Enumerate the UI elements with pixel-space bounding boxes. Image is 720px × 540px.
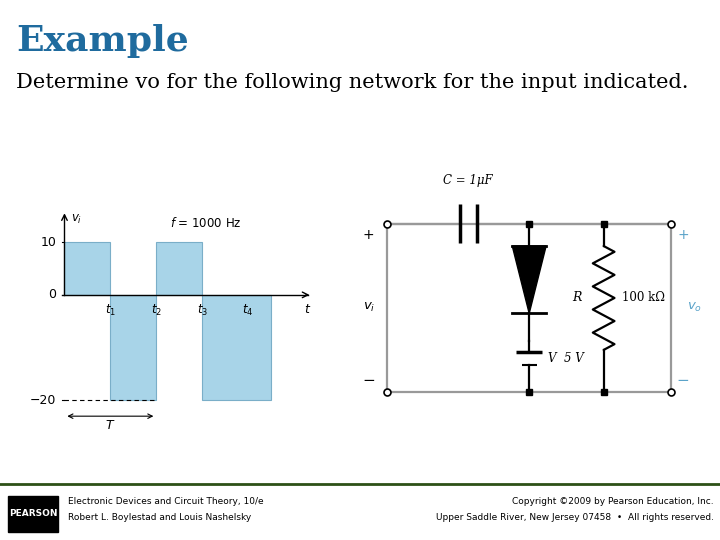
- Text: V  5 V: V 5 V: [548, 352, 584, 365]
- Text: $t_1$: $t_1$: [105, 303, 116, 318]
- Text: 10: 10: [40, 235, 56, 248]
- Text: −: −: [677, 373, 690, 388]
- Text: $v_i$: $v_i$: [364, 301, 376, 314]
- Text: +: +: [363, 228, 374, 242]
- Text: $f$ = 1000 Hz: $f$ = 1000 Hz: [170, 216, 242, 229]
- Text: Determine vo for the following network for the input indicated.: Determine vo for the following network f…: [16, 73, 688, 92]
- Text: $t_4$: $t_4$: [243, 303, 253, 318]
- Text: −: −: [362, 373, 375, 388]
- Bar: [110, 295, 156, 400]
- Bar: [156, 242, 202, 295]
- Text: Upper Saddle River, New Jersey 07458  •  All rights reserved.: Upper Saddle River, New Jersey 07458 • A…: [436, 514, 714, 523]
- Text: $v_i$: $v_i$: [71, 213, 83, 226]
- Text: $t_2$: $t_2$: [150, 303, 162, 318]
- Text: R: R: [572, 292, 582, 305]
- Text: Copyright ©2009 by Pearson Education, Inc.: Copyright ©2009 by Pearson Education, In…: [513, 497, 714, 507]
- FancyBboxPatch shape: [8, 496, 58, 532]
- Bar: [65, 242, 110, 295]
- Text: PEARSON: PEARSON: [9, 509, 58, 518]
- Polygon shape: [513, 246, 546, 313]
- Text: 100 kΩ: 100 kΩ: [622, 292, 665, 305]
- Text: Robert L. Boylestad and Louis Nashelsky: Robert L. Boylestad and Louis Nashelsky: [68, 514, 251, 523]
- Text: Electronic Devices and Circuit Theory, 10/e: Electronic Devices and Circuit Theory, 1…: [68, 497, 264, 507]
- Text: 0: 0: [48, 288, 56, 301]
- Bar: [202, 295, 271, 400]
- Text: −20: −20: [30, 394, 56, 407]
- Text: $v_o$: $v_o$: [687, 301, 701, 314]
- Text: C = 1μF: C = 1μF: [444, 174, 493, 187]
- Text: $T$: $T$: [105, 419, 116, 432]
- Text: +: +: [678, 228, 689, 242]
- Text: $t_3$: $t_3$: [197, 303, 207, 318]
- Text: $t$: $t$: [304, 303, 311, 316]
- Text: Example: Example: [16, 24, 189, 58]
